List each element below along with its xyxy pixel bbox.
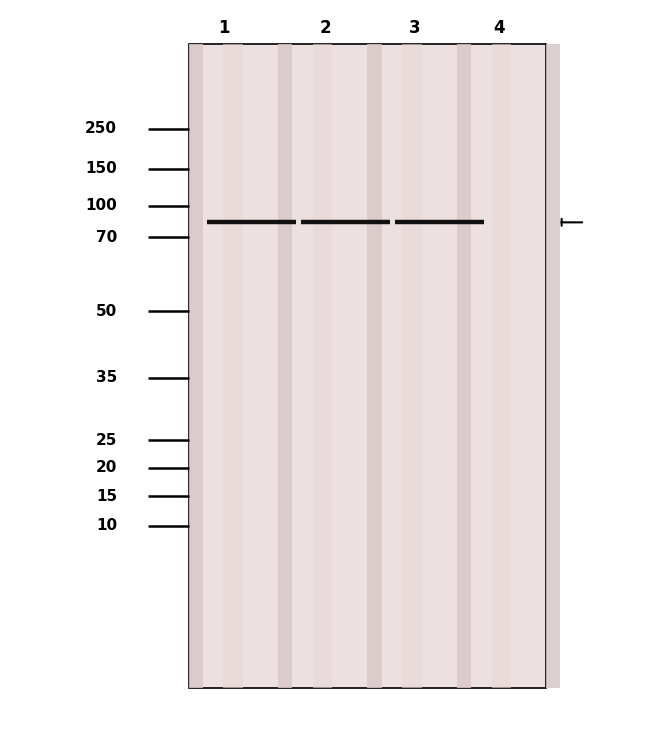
Bar [456, 44, 471, 688]
Bar [313, 44, 332, 688]
Bar [491, 44, 511, 688]
Bar [278, 44, 292, 688]
Text: 70: 70 [96, 230, 117, 244]
Text: 20: 20 [96, 460, 117, 475]
Text: 150: 150 [85, 161, 117, 176]
Bar [188, 44, 546, 688]
Text: 25: 25 [96, 433, 117, 447]
Text: 3: 3 [409, 19, 421, 37]
Text: 15: 15 [96, 489, 117, 504]
Text: 100: 100 [85, 198, 117, 213]
Text: 4: 4 [493, 19, 505, 37]
Text: 35: 35 [96, 370, 117, 385]
Text: 2: 2 [319, 19, 331, 37]
Text: 250: 250 [85, 122, 117, 136]
Bar [546, 44, 560, 688]
Bar [188, 44, 203, 688]
Text: 1: 1 [218, 19, 230, 37]
Text: 50: 50 [96, 304, 117, 318]
Bar [402, 44, 422, 688]
Bar [224, 44, 243, 688]
Text: 10: 10 [96, 518, 117, 533]
Bar [367, 44, 382, 688]
